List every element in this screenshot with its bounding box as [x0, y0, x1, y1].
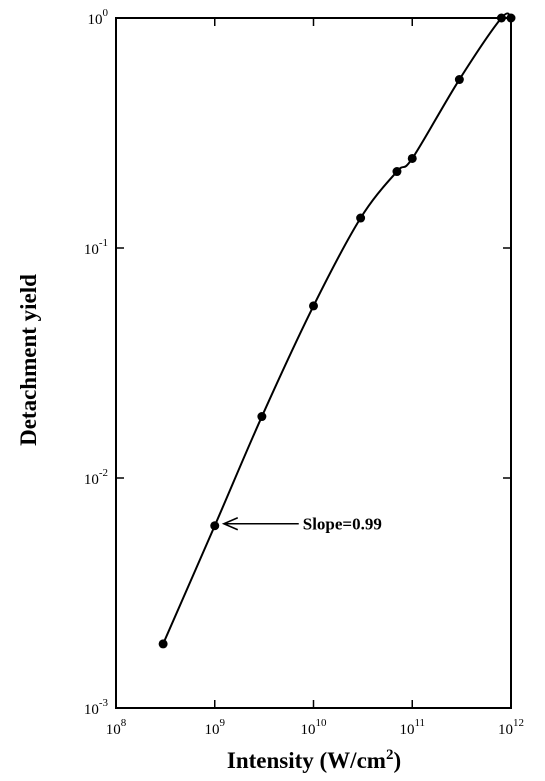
x-tick-label: 109 — [205, 717, 226, 738]
x-tick-label-exp: 12 — [513, 717, 524, 729]
y-tick-label: 10-3 — [84, 697, 109, 718]
x-tick-label-base: 10 — [205, 722, 220, 738]
data-point — [309, 301, 318, 311]
annotation-arrow-head — [221, 517, 239, 531]
x-tick-label-exp: 9 — [220, 717, 226, 729]
data-point — [454, 75, 464, 85]
x-axis-title-main: Intensity (W/cm — [227, 748, 386, 773]
y-tick-label-exp: -2 — [99, 467, 108, 479]
y-tick-label: 10-2 — [84, 467, 108, 488]
y-tick-label-base: 10 — [88, 12, 103, 28]
x-tick-label-exp: 11 — [414, 717, 425, 729]
y-tick-label: 10-1 — [84, 237, 108, 258]
annotation-text: Slope=0.99 — [303, 515, 382, 534]
y-axis-title: Detachment yield — [16, 274, 41, 446]
x-tick-label-exp: 10 — [316, 717, 328, 729]
data-point — [407, 153, 417, 163]
x-tick-label-base: 10 — [498, 722, 513, 738]
x-tick-label: 1010 — [301, 717, 328, 738]
data-point — [158, 639, 168, 649]
y-tick-label-exp: -3 — [99, 697, 109, 709]
data-point — [210, 521, 220, 531]
y-tick-label-base: 10 — [84, 472, 99, 488]
x-tick-label-base: 10 — [106, 722, 121, 738]
x-axis-title-end: ) — [393, 748, 401, 773]
y-tick-label-exp: -1 — [99, 237, 108, 249]
data-point — [496, 13, 506, 23]
x-tick-label-exp: 8 — [121, 717, 127, 729]
series-curve — [162, 12, 512, 645]
x-tick-label: 108 — [106, 717, 127, 738]
slope-annotation: Slope=0.99 — [221, 515, 382, 534]
data-point — [392, 167, 402, 177]
y-tick-label-exp: 0 — [103, 7, 109, 19]
y-tick-label-base: 10 — [84, 702, 99, 718]
x-tick-label: 1011 — [399, 717, 425, 738]
data-markers — [158, 13, 516, 649]
data-point — [506, 13, 516, 23]
x-axis-title-superscript: 2 — [386, 747, 394, 763]
x-tick-label-base: 10 — [301, 722, 316, 738]
y-tick-label-base: 10 — [84, 242, 99, 258]
data-point — [356, 213, 366, 223]
x-tick-label-base: 10 — [399, 722, 414, 738]
plot-frame — [115, 17, 512, 709]
x-axis-ticks: 108 109 1010 1011 1012 — [106, 18, 524, 738]
x-tick-label: 1012 — [498, 717, 524, 738]
data-point — [257, 412, 267, 422]
x-axis-title: Intensity (W/cm2) — [227, 747, 401, 773]
y-tick-label: 100 — [88, 7, 109, 28]
